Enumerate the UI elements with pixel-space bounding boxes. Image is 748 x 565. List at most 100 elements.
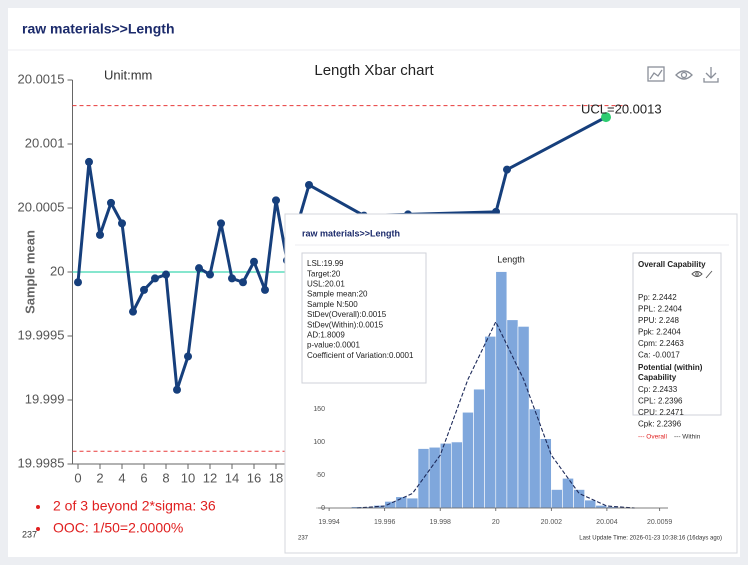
data-point — [184, 352, 192, 361]
stat-line: Sample N:500 — [307, 300, 358, 309]
toolbar — [647, 66, 719, 83]
histogram: Length 19.994 19.996 19.998 20 20.002 20.004 20… — [313, 254, 672, 525]
stat-line: StDev(Overall):0.0015 — [307, 310, 387, 319]
y-tick-label: 100 — [313, 439, 325, 446]
y-tick-label: 20.0005 — [18, 199, 65, 214]
histogram-bar — [439, 442, 452, 509]
stat-line: Coefficient of Variation:0.0001 — [307, 351, 414, 360]
within-row: Cp: 2.2433 — [638, 385, 678, 394]
stat-line: LSL:19.99 — [307, 259, 344, 268]
capability-title: Overall Capability — [638, 260, 706, 269]
capability-icons — [691, 270, 713, 279]
capability-row: Ppk: 2.2404 — [638, 328, 681, 337]
histogram-bar — [473, 388, 485, 509]
x-tick-label: 20.004 — [596, 519, 618, 526]
panel-title: raw materials>>Length — [22, 21, 175, 37]
bullet — [36, 505, 40, 509]
data-point — [503, 165, 511, 174]
bullet — [36, 527, 40, 531]
y-tick-label: 19.999 — [25, 391, 65, 406]
view-icon[interactable] — [691, 271, 703, 277]
stat-line: Sample mean:20 — [307, 290, 368, 299]
data-point — [74, 278, 82, 287]
unit-label: Unit:mm — [104, 67, 152, 82]
data-point — [162, 270, 170, 279]
within-title: Potential (within) — [638, 363, 703, 372]
y-tick-label: 20.001 — [25, 135, 65, 150]
y-tick-label: 19.9995 — [18, 327, 65, 342]
x-tick-label: 20.002 — [541, 519, 563, 526]
histogram-bar — [395, 496, 408, 509]
data-point — [206, 270, 214, 279]
histogram-bar — [428, 446, 441, 509]
histogram-bar — [484, 336, 497, 509]
edit-icon[interactable] — [705, 270, 713, 279]
data-point — [261, 285, 269, 294]
x-tick-label: 20 — [492, 519, 500, 526]
fit-curve — [356, 320, 635, 509]
stat-line: AD:1.8009 — [307, 331, 345, 340]
x-tick-label: 19.994 — [318, 519, 340, 526]
x-tick-label: 14 — [225, 470, 239, 485]
capability-row: Ca: -0.0017 — [638, 351, 680, 360]
data-point — [107, 198, 115, 207]
stats-box — [301, 252, 427, 384]
stat-line: USL:20.01 — [307, 280, 345, 289]
chart-type-button[interactable] — [647, 66, 665, 82]
data-point — [250, 257, 258, 266]
download-button[interactable] — [703, 67, 719, 83]
capability-box — [632, 252, 722, 416]
x-tick-label: 2 — [96, 470, 103, 485]
view-button[interactable] — [675, 70, 693, 80]
x-tick-label: 19.996 — [374, 519, 396, 526]
capability-row: Cpm: 2.2463 — [638, 339, 684, 348]
y-axis-label: Sample mean — [22, 230, 37, 314]
data-point — [217, 219, 225, 228]
highlight-point — [601, 112, 611, 123]
x-tick-label: 12 — [203, 470, 217, 485]
histogram-bar — [495, 271, 508, 509]
capability-row: PPL: 2.2404 — [638, 305, 683, 314]
histogram-title: Length — [497, 254, 525, 264]
histogram-bar — [528, 408, 541, 509]
capability-list: Overall Capability Pp: 2.2442 PPL: 2.2404 P… — [638, 260, 706, 441]
data-point — [118, 219, 126, 228]
y-tick-label: 50 — [317, 472, 325, 479]
capability-popup: raw materials>>Length Length 19.994 19.996… — [284, 213, 738, 554]
data-point — [151, 274, 159, 283]
popup-title: raw materials>>Length — [302, 228, 400, 238]
popup-footnote: 237 — [298, 536, 309, 542]
histogram-bar — [462, 411, 474, 509]
footnote: 237 — [22, 529, 37, 539]
within-title: Capability — [638, 373, 677, 382]
rule-alert: OOC: 1/50=2.0000% — [53, 520, 183, 536]
y-tick-label: 20 — [50, 263, 64, 278]
x-tick-label: 8 — [162, 470, 169, 485]
ucl-label: UCL=20.0013 — [581, 101, 662, 116]
histogram-bar — [551, 489, 563, 509]
within-row: CPL: 2.2396 — [638, 397, 683, 406]
capability-row: PPU: 2.248 — [638, 316, 679, 325]
histogram-bar — [417, 448, 430, 509]
data-point — [239, 278, 247, 287]
series-line — [76, 115, 607, 392]
x-tick-label: 6 — [140, 470, 147, 485]
stat-line: p-value:0.0001 — [307, 341, 360, 350]
data-point — [272, 196, 280, 205]
x-tick-label: 16 — [247, 470, 261, 485]
data-point — [96, 230, 104, 239]
y-tick-label: 0 — [321, 505, 325, 512]
x-tick-label: 4 — [118, 470, 125, 485]
y-tick-label: 20.0015 — [18, 71, 65, 86]
histogram-bar — [573, 489, 585, 509]
y-tick-label: 150 — [313, 406, 325, 413]
y-tick-label: 19.9985 — [18, 455, 65, 470]
data-point — [129, 307, 137, 316]
data-point — [228, 274, 236, 283]
stat-line: StDev(Within):0.0015 — [307, 320, 384, 329]
within-row: CPU: 2.2471 — [638, 408, 684, 417]
data-point — [173, 385, 181, 394]
